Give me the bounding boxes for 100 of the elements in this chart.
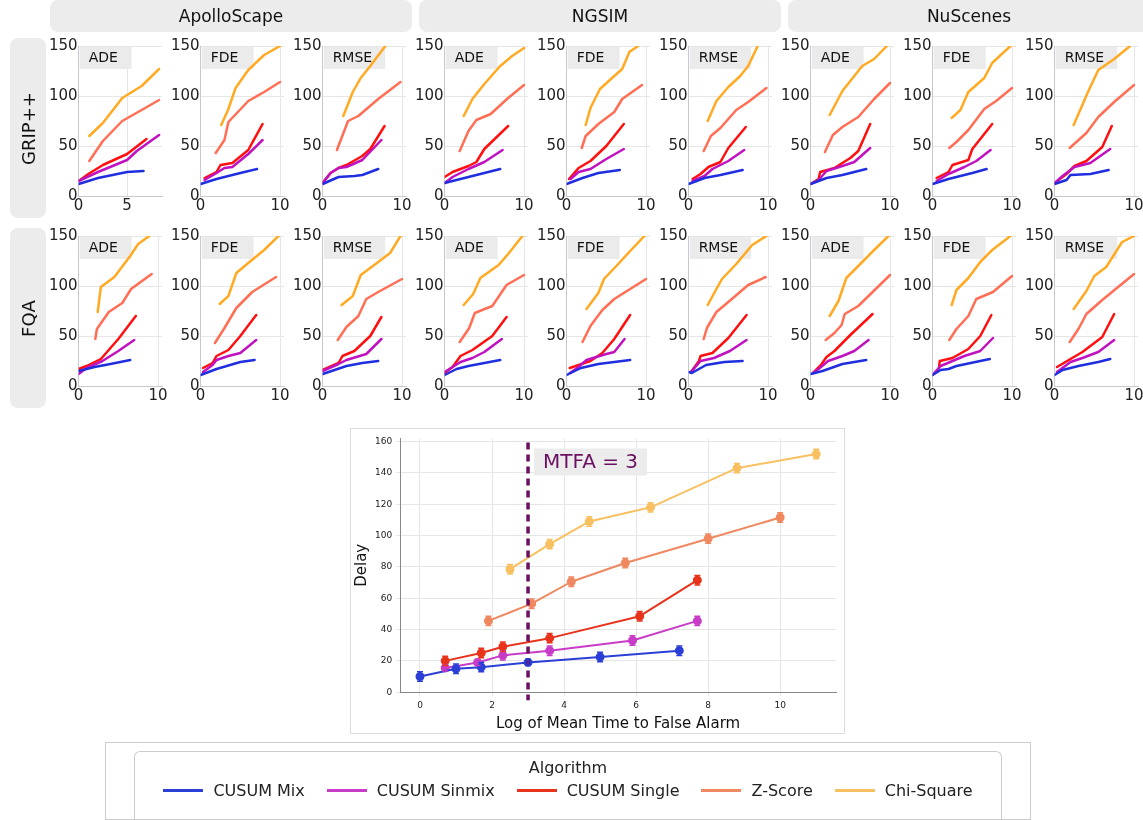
- y-tick-label: 50: [58, 325, 78, 344]
- y-tick-label: 50: [668, 135, 688, 154]
- y-tick-label: 150: [536, 35, 566, 54]
- y-tick-label: 80: [380, 561, 393, 572]
- text: GRIP++: [17, 91, 39, 165]
- y-tick-label: 150: [780, 225, 810, 244]
- y-tick-label: 50: [424, 325, 444, 344]
- y-tick-label: 100: [1024, 275, 1054, 294]
- y-tick-label: 0: [386, 686, 393, 697]
- x-tick-label: 10: [636, 385, 656, 404]
- chart-title: FDE: [210, 238, 239, 255]
- y-tick-label: 100: [658, 85, 688, 104]
- y-tick-label: 50: [302, 325, 322, 344]
- ref-line-label: MTFA = 3: [543, 448, 639, 473]
- chart-title: FDE: [576, 48, 605, 65]
- y-tick-label: 50: [546, 325, 566, 344]
- y-tick-label: 50: [912, 325, 932, 344]
- chart-title: FDE: [942, 238, 971, 255]
- text: FQA: [17, 299, 39, 337]
- y-tick-label: 50: [58, 135, 78, 154]
- x-tick-label: 10: [392, 385, 412, 404]
- y-tick-label: 100: [48, 275, 78, 294]
- y-tick-label: 40: [380, 623, 393, 634]
- y-tick-label: 50: [180, 135, 200, 154]
- chart-title: ADE: [88, 238, 118, 255]
- y-tick-label: 100: [902, 275, 932, 294]
- x-tick-label: 10: [1124, 195, 1143, 214]
- y-tick-label: 50: [1034, 135, 1054, 154]
- y-tick-label: 100: [414, 275, 444, 294]
- y-tick-label: 20: [380, 655, 393, 666]
- x-tick-label: 10: [880, 385, 900, 404]
- x-tick-label: 4: [561, 699, 568, 710]
- x-tick-label: 10: [392, 195, 412, 214]
- x-axis-title: Log of Mean Time to False Alarm: [495, 713, 741, 732]
- x-tick-label: 6: [633, 699, 640, 710]
- chart-title: ADE: [820, 238, 850, 255]
- x-tick-label: 10: [758, 385, 778, 404]
- y-tick-label: 50: [1034, 325, 1054, 344]
- chart-title: ADE: [820, 48, 850, 65]
- y-tick-label: 100: [536, 275, 566, 294]
- y-tick-label: 150: [292, 35, 322, 54]
- y-tick-label: 150: [170, 225, 200, 244]
- y-tick-label: 150: [658, 225, 688, 244]
- y-tick-label: 50: [546, 135, 566, 154]
- chart-title: FDE: [576, 238, 605, 255]
- x-tick-label: 10: [1124, 385, 1143, 404]
- y-tick-label: 150: [414, 225, 444, 244]
- legend-label: CUSUM Single: [566, 781, 680, 800]
- chart-title: RMSE: [698, 238, 739, 255]
- y-tick-label: 150: [902, 225, 932, 244]
- chart-title: ADE: [454, 48, 484, 65]
- y-tick-label: 100: [292, 275, 322, 294]
- text: ApolloScape: [50, 0, 412, 32]
- y-tick-label: 50: [302, 135, 322, 154]
- legend-title: Algorithm: [527, 758, 609, 777]
- y-tick-label: 150: [48, 225, 78, 244]
- y-tick-label: 50: [790, 325, 810, 344]
- chart-title: FDE: [210, 48, 239, 65]
- legend-label: CUSUM Mix: [213, 781, 305, 800]
- y-tick-label: 150: [536, 225, 566, 244]
- y-tick-label: 150: [1024, 35, 1054, 54]
- x-tick-label: 10: [514, 385, 534, 404]
- y-tick-label: 100: [1024, 85, 1054, 104]
- y-tick-label: 160: [374, 435, 393, 446]
- y-tick-label: 150: [658, 35, 688, 54]
- chart-title: RMSE: [1064, 238, 1105, 255]
- y-tick-label: 100: [414, 85, 444, 104]
- chart-title: RMSE: [698, 48, 739, 65]
- legend-label: Z-Score: [751, 781, 813, 800]
- y-tick-label: 150: [780, 35, 810, 54]
- x-tick-label: 5: [122, 195, 132, 214]
- chart-title: FDE: [942, 48, 971, 65]
- x-tick-label: 8: [705, 699, 712, 710]
- chart-title: RMSE: [332, 238, 373, 255]
- x-tick-label: 10: [1002, 195, 1022, 214]
- y-tick-label: 100: [902, 85, 932, 104]
- text: NuScenes: [788, 0, 1143, 32]
- x-tick-label: 10: [270, 195, 290, 214]
- y-tick-label: 100: [536, 85, 566, 104]
- y-tick-label: 100: [170, 85, 200, 104]
- y-tick-label: 150: [414, 35, 444, 54]
- y-tick-label: 100: [170, 275, 200, 294]
- x-tick-label: 10: [758, 195, 778, 214]
- y-tick-label: 150: [170, 35, 200, 54]
- y-tick-label: 100: [48, 85, 78, 104]
- y-tick-label: 140: [374, 467, 393, 478]
- y-tick-label: 50: [424, 135, 444, 154]
- y-tick-label: 50: [790, 135, 810, 154]
- legend-label: CUSUM Sinmix: [376, 781, 495, 800]
- y-tick-label: 150: [292, 225, 322, 244]
- y-tick-label: 60: [380, 592, 393, 603]
- chart-title: ADE: [88, 48, 118, 65]
- y-tick-label: 120: [374, 498, 393, 509]
- y-tick-label: 50: [912, 135, 932, 154]
- chart-title: RMSE: [1064, 48, 1105, 65]
- x-tick-label: 10: [148, 385, 168, 404]
- y-tick-label: 100: [658, 275, 688, 294]
- x-tick-label: 10: [880, 195, 900, 214]
- x-tick-label: 10: [514, 195, 534, 214]
- legend-label: Chi-Square: [884, 781, 973, 800]
